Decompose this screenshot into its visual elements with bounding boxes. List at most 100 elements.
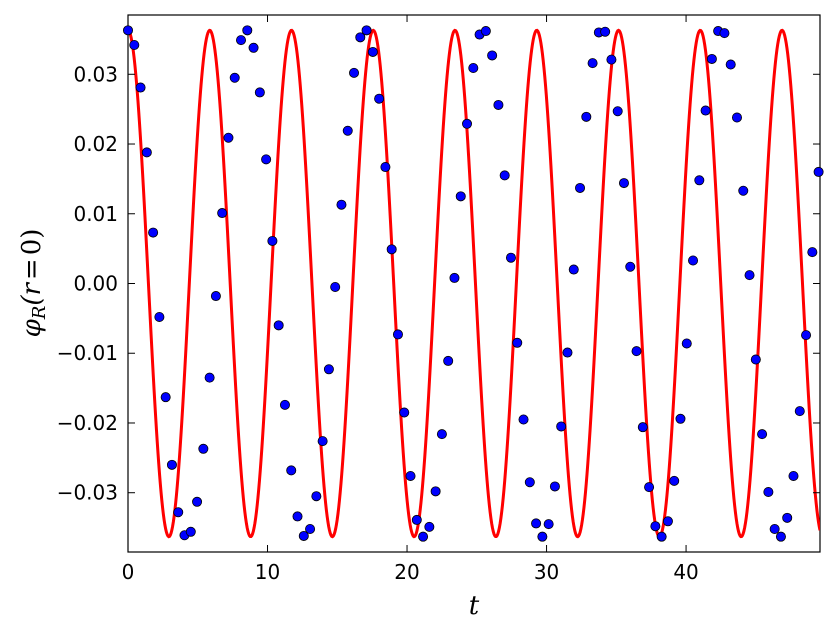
- data-point: [392, 329, 403, 340]
- data-point: [549, 481, 560, 492]
- x-tick-label: 20: [394, 560, 419, 584]
- data-point: [600, 26, 611, 37]
- data-point: [782, 512, 793, 523]
- data-point: [644, 482, 655, 493]
- data-point: [788, 470, 799, 481]
- series-points-layer: [123, 25, 824, 542]
- data-point: [744, 270, 755, 281]
- data-point: [625, 261, 636, 272]
- data-point: [537, 531, 548, 542]
- data-point: [273, 320, 284, 331]
- data-point: [807, 247, 818, 258]
- data-point: [261, 154, 272, 165]
- data-point: [556, 421, 567, 432]
- data-point: [192, 496, 203, 507]
- svg-text:φR(r=0): φR(r=0): [17, 229, 50, 338]
- data-point: [355, 32, 366, 43]
- data-point: [204, 372, 215, 383]
- data-point: [725, 59, 736, 70]
- data-point: [148, 227, 159, 238]
- y-label-sub: R: [29, 306, 50, 321]
- data-point: [298, 530, 309, 541]
- data-point: [575, 182, 586, 193]
- data-point: [223, 132, 234, 143]
- data-point: [775, 531, 786, 542]
- data-point: [267, 235, 278, 246]
- data-point: [618, 178, 629, 189]
- data-point: [160, 392, 171, 403]
- y-tick-label: −0.03: [57, 481, 118, 505]
- data-point: [336, 199, 347, 210]
- y-tick-label: −0.01: [57, 341, 118, 365]
- data-point: [650, 521, 661, 532]
- data-point: [367, 46, 378, 57]
- data-point: [813, 166, 824, 177]
- y-tick-label: −0.02: [57, 411, 118, 435]
- data-point: [455, 191, 466, 202]
- data-point: [738, 185, 749, 196]
- x-axis-label: t: [469, 591, 480, 621]
- data-point: [750, 354, 761, 365]
- data-point: [675, 413, 686, 424]
- data-point: [430, 486, 441, 497]
- data-point: [443, 355, 454, 366]
- data-point: [292, 511, 303, 522]
- data-point: [210, 291, 221, 302]
- data-point: [499, 170, 510, 181]
- data-point: [801, 330, 812, 341]
- data-point: [185, 526, 196, 537]
- y-tick-label: 0.02: [73, 132, 118, 156]
- data-point: [568, 264, 579, 275]
- x-tick-label: 10: [255, 560, 280, 584]
- data-point: [700, 105, 711, 116]
- data-point: [763, 487, 774, 498]
- data-point: [305, 523, 316, 534]
- data-point: [374, 93, 385, 104]
- data-point: [505, 252, 516, 263]
- data-point: [236, 35, 247, 46]
- data-point: [562, 347, 573, 358]
- data-point: [581, 111, 592, 122]
- data-point: [248, 42, 259, 53]
- data-point: [688, 255, 699, 266]
- data-point: [462, 118, 473, 129]
- data-point: [662, 516, 673, 527]
- data-point: [424, 521, 435, 532]
- data-point: [418, 531, 429, 542]
- data-point: [606, 54, 617, 65]
- data-point: [518, 414, 529, 425]
- data-point: [487, 50, 498, 61]
- data-point: [135, 82, 146, 93]
- data-point: [794, 406, 805, 417]
- data-point: [493, 99, 504, 110]
- data-point: [656, 531, 667, 542]
- data-point: [405, 470, 416, 481]
- data-point: [311, 491, 322, 502]
- data-point: [242, 25, 253, 36]
- data-point: [380, 162, 391, 173]
- data-point: [411, 514, 422, 525]
- y-label-eq: =: [17, 258, 47, 280]
- data-point: [141, 147, 152, 158]
- data-point: [681, 338, 692, 349]
- data-point: [769, 523, 780, 534]
- data-point: [342, 125, 353, 136]
- data-point: [669, 475, 680, 486]
- y-tick-label: 0.03: [73, 62, 118, 86]
- y-tick-label: 0.01: [73, 202, 118, 226]
- data-point: [279, 399, 290, 410]
- x-tick-label: 0: [122, 560, 135, 584]
- data-point: [330, 281, 341, 292]
- data-point: [154, 311, 165, 322]
- ticks-layer: 0 10 20 30 40 0.03 0.02 0.01 0.00 −0.01 −0.02 −0.03: [57, 15, 820, 584]
- data-point: [719, 28, 730, 39]
- data-point: [129, 39, 140, 50]
- data-point: [386, 244, 397, 255]
- data-point: [173, 507, 184, 518]
- data-point: [286, 465, 297, 476]
- data-point: [323, 364, 334, 375]
- y-label-zero: 0): [17, 229, 47, 256]
- data-point: [512, 337, 523, 348]
- data-point: [317, 436, 328, 447]
